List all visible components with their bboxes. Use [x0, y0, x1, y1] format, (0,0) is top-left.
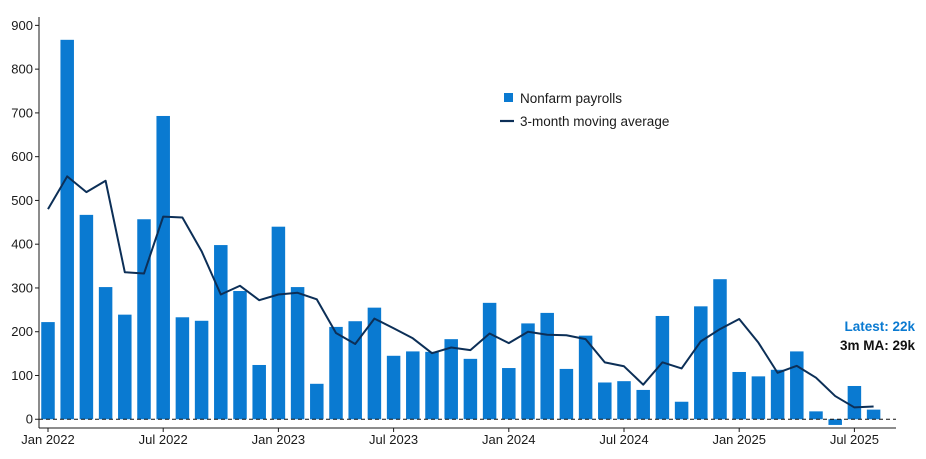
x-tick-label: Jul 2023: [369, 432, 418, 447]
bar-2025-02: [751, 376, 766, 420]
bar-2023-10: [444, 339, 458, 420]
annotations: Latest: 22k 3m MA: 29k: [840, 319, 916, 353]
legend-bar-swatch: [504, 93, 513, 102]
bar-2025-06: [828, 419, 842, 425]
x-tick-label: Jul 2022: [139, 432, 188, 447]
y-tick-label: 0: [26, 412, 33, 427]
bar-2022-02: [60, 39, 74, 420]
bar-2023-07: [386, 355, 401, 420]
bar-2022-12: [252, 364, 266, 420]
y-tick-label: 900: [11, 18, 33, 33]
legend: Nonfarm payrolls 3-month moving average: [500, 91, 669, 129]
y-tick-label: 200: [11, 324, 33, 339]
bar-2022-08: [175, 317, 190, 420]
moving-average-polyline: [47, 175, 874, 409]
bar-2024-10: [674, 401, 689, 420]
bar-2024-08: [636, 389, 650, 420]
bar-2024-02: [521, 323, 535, 420]
y-axis: 0 100 200 300 400 500 600 700 800 900: [11, 17, 40, 428]
bar-2022-07: [156, 115, 170, 420]
bar-2022-11: [233, 291, 247, 420]
x-tick-label: Jul 2024: [599, 432, 648, 447]
bar-2022-01: [41, 322, 55, 420]
bar-2023-03: [310, 383, 324, 420]
bar-2023-08: [406, 351, 420, 420]
bar-2022-09: [194, 320, 209, 420]
latest-value-label: Latest: 22k: [844, 319, 915, 334]
bar-2023-12: [482, 302, 497, 420]
bar-2024-05: [578, 335, 593, 420]
bar-2025-04: [790, 351, 804, 420]
payroll-bars: [41, 39, 881, 425]
bar-2024-11: [694, 306, 708, 420]
bar-2024-04: [559, 368, 574, 420]
legend-label-payrolls: Nonfarm payrolls: [520, 91, 622, 106]
moving-average-value-label: 3m MA: 29k: [840, 338, 916, 353]
bar-2024-03: [540, 312, 554, 420]
bar-2025-08: [866, 409, 881, 420]
bar-2024-09: [655, 315, 670, 420]
bar-2023-06: [367, 307, 382, 420]
bar-2024-06: [598, 382, 612, 420]
bar-2023-11: [463, 358, 478, 420]
x-axis: Jan 2022 Jul 2022 Jan 2023 Jul 2023 Jan 2024…: [21, 427, 896, 447]
bar-2024-01: [502, 368, 516, 420]
bar-2022-05: [118, 314, 132, 420]
x-tick-label: Jan 2024: [482, 432, 536, 447]
bar-2023-02: [290, 287, 305, 420]
legend-label-moving-average: 3-month moving average: [520, 114, 669, 129]
bar-2023-01: [271, 226, 286, 420]
bar-2022-06: [137, 219, 151, 420]
moving-average-line: [47, 175, 874, 409]
bar-2025-07: [847, 385, 862, 420]
y-tick-label: 400: [11, 237, 33, 252]
bar-2023-05: [348, 321, 362, 420]
bar-2025-05: [809, 411, 823, 420]
y-tick-label: 300: [11, 280, 33, 295]
y-tick-label: 500: [11, 193, 33, 208]
bar-2024-12: [713, 279, 727, 420]
x-tick-label: Jan 2025: [712, 432, 766, 447]
bar-2022-04: [98, 287, 113, 420]
x-tick-label: Jan 2022: [21, 432, 75, 447]
bar-2023-09: [425, 351, 439, 420]
bar-2025-03: [770, 369, 785, 420]
y-tick-label: 700: [11, 105, 33, 120]
y-tick-label: 100: [11, 368, 33, 383]
bar-2022-10: [214, 245, 228, 420]
x-tick-label: Jul 2025: [830, 432, 879, 447]
bar-2025-01: [732, 371, 746, 420]
bar-2023-04: [329, 326, 343, 420]
y-tick-label: 800: [11, 62, 33, 77]
x-tick-label: Jan 2023: [252, 432, 306, 447]
bar-2022-03: [79, 214, 94, 420]
y-tick-label: 600: [11, 149, 33, 164]
bar-2024-07: [617, 381, 631, 420]
